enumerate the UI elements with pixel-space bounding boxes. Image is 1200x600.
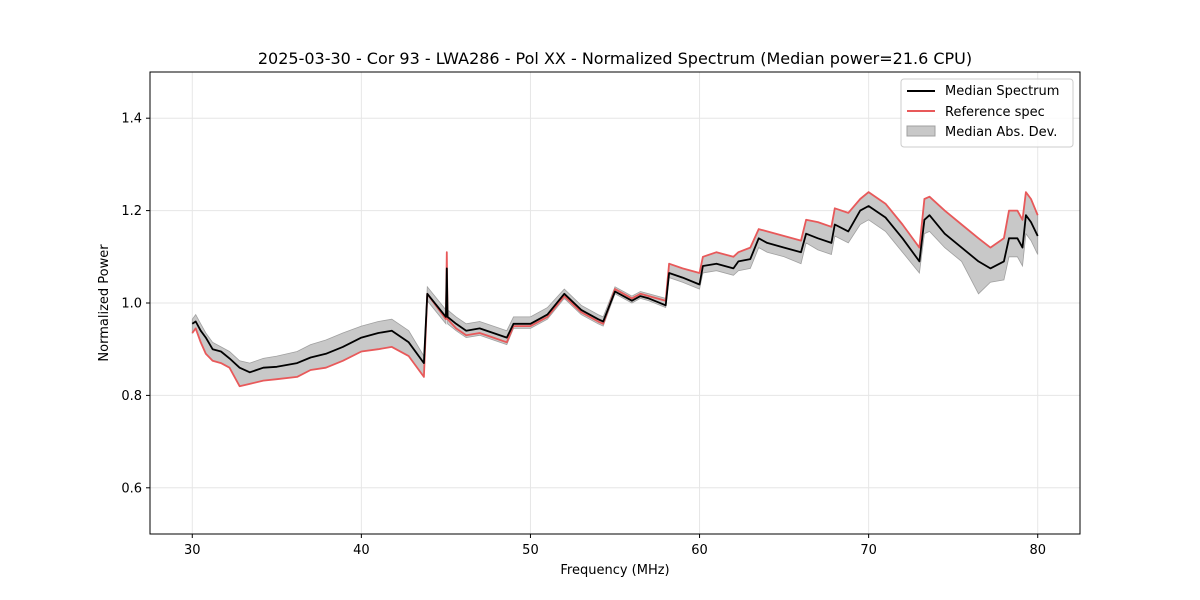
chart-title: 2025-03-30 - Cor 93 - LWA286 - Pol XX - … (258, 49, 972, 68)
x-tick-label: 80 (1029, 543, 1046, 558)
x-tick-label: 50 (522, 543, 539, 558)
x-tick-label: 40 (353, 543, 370, 558)
x-tick-label: 70 (860, 543, 877, 558)
series-layer (191, 191, 1039, 388)
y-tick-label: 1.2 (121, 204, 142, 219)
legend-median-label: Median Spectrum (945, 84, 1059, 99)
legend-box (900, 78, 1074, 148)
y-tick-label: 1.0 (121, 297, 142, 312)
x-tick-label: 60 (691, 543, 708, 558)
y-axis: 0.6 0.8 1.0 1.2 1.4 (121, 112, 150, 496)
y-tick-label: 0.8 (121, 389, 142, 404)
legend: Median Spectrum Reference spec Median Ab… (900, 78, 1074, 148)
legend-mad-label: Median Abs. Dev. (945, 125, 1057, 140)
y-tick-label: 1.4 (121, 112, 142, 127)
x-axis: 30 40 50 60 70 80 (184, 534, 1046, 558)
median-spectrum-line (191, 205, 1039, 374)
x-tick-label: 30 (184, 543, 201, 558)
y-axis-label: Normalized Power (97, 244, 112, 362)
legend-reference-label: Reference spec (945, 105, 1045, 120)
legend-mad-swatch (906, 125, 936, 137)
reference-spec-line (191, 191, 1039, 388)
x-axis-label: Frequency (MHz) (560, 563, 669, 578)
y-tick-label: 0.6 (121, 481, 142, 496)
